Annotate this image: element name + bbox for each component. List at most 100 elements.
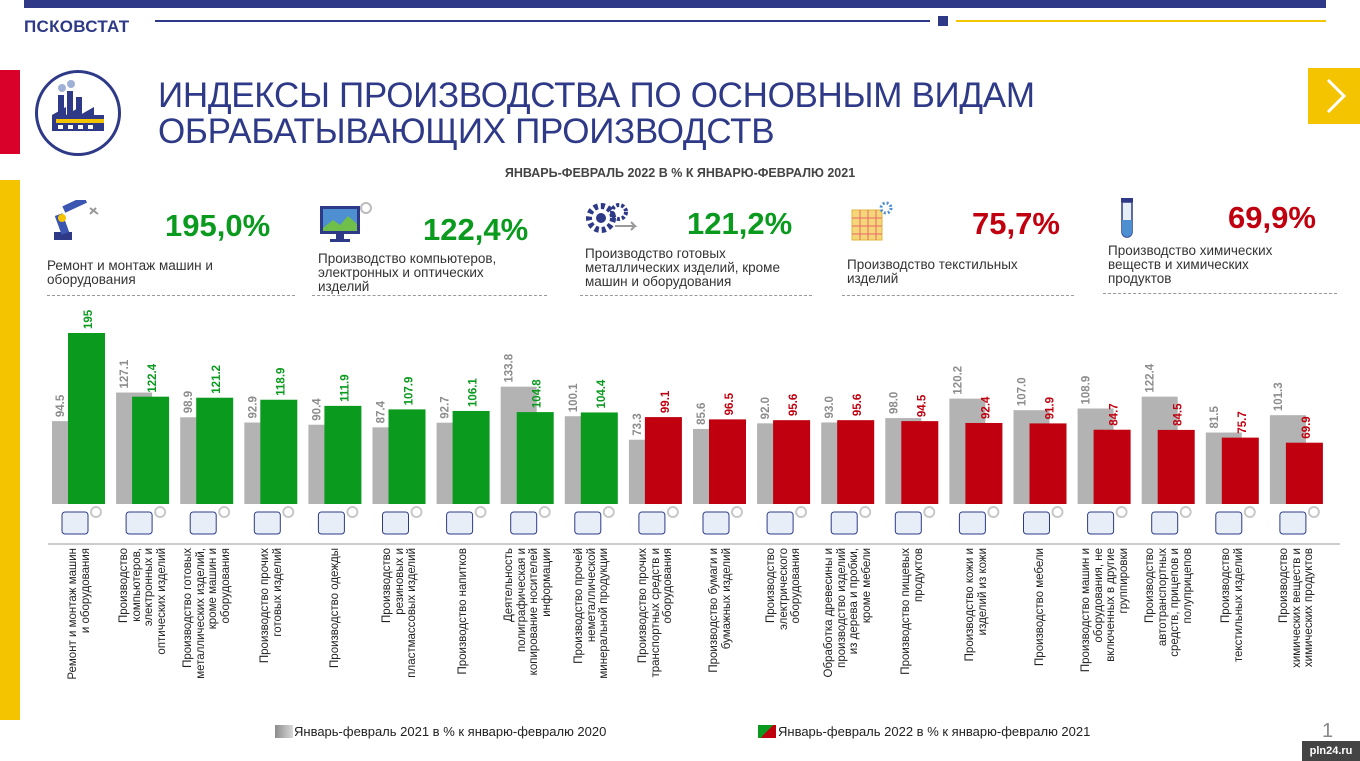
category-icon-12 (830, 511, 858, 535)
bar-curr-13 (901, 421, 939, 504)
data-label-prev-1: 127.1 (119, 359, 131, 388)
data-label-prev-17: 122.4 (1145, 363, 1157, 392)
top-bar (24, 0, 1326, 8)
highlight-0-divider (47, 295, 295, 296)
category-label-1: Производство компьютеров, электронных и … (111, 548, 175, 708)
legend-prev: Январь-февраль 2021 в % к январю-февралю… (294, 724, 607, 739)
highlight-2-divider (580, 295, 812, 296)
data-label-curr-18: 75.7 (1237, 411, 1249, 433)
page-title-line2: ОБРАБАТЫВАЮЩИХ ПРОИЗВОДСТВ (158, 112, 775, 151)
data-label-prev-15: 107.0 (1017, 377, 1029, 406)
category-gear-icon-2 (218, 506, 231, 518)
data-label-curr-19: 69.9 (1301, 416, 1313, 438)
bar-curr-6 (452, 410, 490, 504)
category-gear-icon-19 (1307, 506, 1320, 518)
data-label-curr-16: 84.7 (1109, 403, 1121, 425)
chevron-right-icon (1326, 78, 1347, 114)
category-icon-15 (1023, 511, 1050, 535)
data-label-prev-11: 92.0 (760, 397, 772, 419)
category-gear-icon-5 (410, 506, 423, 518)
data-label-prev-18: 81.5 (1209, 406, 1221, 429)
category-icon-9 (638, 511, 666, 535)
data-label-curr-6: 106.1 (468, 378, 480, 407)
category-label-text-14: Производство кожи и изделий из кожи (963, 548, 989, 662)
bar-curr-8 (580, 412, 618, 504)
org-name: ПСКОВСТАТ (24, 17, 130, 36)
category-gear-icon-7 (538, 506, 551, 518)
category-icon-6 (446, 511, 474, 535)
category-icon-18 (1215, 511, 1243, 535)
legend-swatch-prev (275, 725, 293, 738)
category-label-text-5: Производство резиновых и пластмассовых и… (380, 548, 418, 678)
category-gear-icon-0 (90, 506, 102, 518)
highlight-1-divider (312, 295, 547, 296)
category-label-19: Производство химических веществ и химиче… (1265, 548, 1329, 708)
category-label-text-16: Производство машин и оборудования, не вк… (1079, 548, 1130, 673)
data-label-curr-4: 111.9 (339, 374, 351, 402)
category-label-4: Производство одежды (303, 548, 367, 708)
category-icon-4 (317, 511, 345, 535)
top-line-yellow (956, 20, 1326, 22)
category-label-text-3: Производство прочих готовых изделий (258, 548, 284, 664)
category-icon-1 (125, 511, 153, 535)
bar-curr-15 (1029, 423, 1067, 504)
category-gear-icon-6 (474, 506, 487, 518)
category-label-text-0: Ремонт и монтаж машин и оборудования (66, 548, 92, 680)
highlight-4-divider (1103, 293, 1337, 294)
category-gear-icon-17 (1179, 506, 1192, 518)
highlight-3-label: Производство текстильных изделий (847, 257, 1018, 286)
category-label-13: Производство пищевых продуктов (880, 548, 944, 708)
data-label-prev-3: 92.9 (247, 396, 259, 418)
category-gear-icon-12 (859, 506, 872, 518)
data-label-prev-6: 92.7 (440, 396, 452, 418)
category-icon-10 (702, 511, 730, 535)
highlight-4-label: Производство химических веществ и химиче… (1108, 243, 1273, 286)
data-label-prev-0: 94.5 (55, 394, 67, 417)
bar-chart: 94.5 195 127.1 122.4 98.9 121.2 92.9 118.9 90.4 1… (48, 309, 1340, 545)
data-label-prev-10: 85.6 (696, 403, 708, 425)
bar-curr-2 (196, 397, 234, 504)
category-label-2: Производство готовых металлических издел… (175, 548, 239, 708)
data-label-prev-16: 108.9 (1081, 376, 1093, 405)
category-label-18: Производство текстильных изделий (1201, 548, 1265, 708)
category-icon-16 (1087, 511, 1115, 535)
highlight-0-label: Ремонт и монтаж машин и оборудования (47, 258, 213, 287)
bar-curr-11 (773, 420, 811, 504)
category-label-8: Производство прочей неметаллической мине… (560, 548, 624, 708)
category-gear-icon-1 (154, 506, 167, 518)
category-icon-17 (1151, 511, 1179, 535)
category-icon-7 (510, 511, 538, 535)
next-slide-button[interactable] (1308, 68, 1360, 124)
bar-curr-7 (516, 412, 554, 504)
monitor-icon (320, 202, 372, 242)
data-label-curr-12: 95.6 (852, 394, 864, 416)
category-label-text-17: Производство автотранспортных средств, п… (1143, 548, 1194, 657)
category-label-15: Производство мебели (1009, 548, 1073, 708)
category-label-text-1: Производство компьютеров, электронных и … (118, 548, 168, 655)
data-label-curr-1: 122.4 (147, 363, 159, 392)
page-title: ИНДЕКСЫ ПРОИЗВОДСТВА ПО ОСНОВНЫМ ВИДАМ О… (158, 78, 1035, 150)
category-label-text-9: Производство прочих транспортных средств… (637, 548, 675, 678)
data-label-curr-5: 107.9 (404, 377, 416, 406)
category-label-11: Производство электрического оборудования (752, 548, 816, 708)
bar-curr-16 (1093, 429, 1131, 504)
category-label-17: Производство автотранспортных средств, п… (1137, 548, 1201, 708)
side-accent-yellow (0, 180, 20, 720)
category-gear-icon-18 (1243, 506, 1256, 518)
factory-icon (35, 70, 121, 156)
category-label-9: Производство прочих транспортных средств… (624, 548, 688, 708)
data-label-prev-8: 100.1 (568, 383, 580, 412)
bar-curr-3 (260, 399, 298, 504)
bar-curr-9 (644, 417, 682, 504)
page-title-line1: ИНДЕКСЫ ПРОИЗВОДСТВА ПО ОСНОВНЫМ ВИДАМ (158, 76, 1035, 115)
data-label-prev-4: 90.4 (311, 398, 323, 421)
category-gear-icon-16 (1115, 506, 1128, 518)
bar-curr-10 (709, 419, 746, 504)
category-label-text-13: Производство пищевых продуктов (899, 548, 925, 675)
legend-curr: Январь-февраль 2022 в % к январю-февралю… (778, 724, 1091, 739)
data-label-curr-9: 99.1 (660, 390, 672, 413)
highlight-2-label: Производство готовых металлических издел… (585, 246, 780, 289)
highlight-2-percent: 121,2% (687, 206, 793, 241)
category-label-text-4: Производство одежды (329, 548, 342, 668)
category-gear-icon-9 (666, 506, 679, 518)
